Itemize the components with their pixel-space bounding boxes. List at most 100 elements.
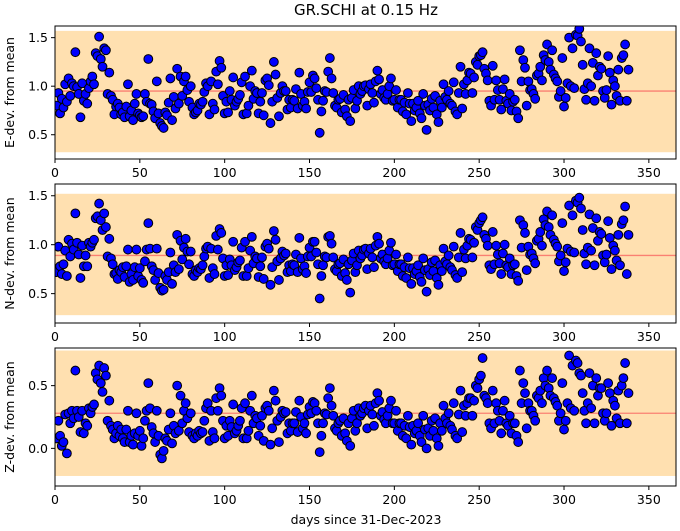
data-point-n [576,203,586,214]
data-point-z [240,398,250,409]
data-point-z [140,415,150,426]
x-tick-label-z: 200 [382,492,406,507]
data-point-n [406,278,417,289]
data-point-z [564,350,575,361]
data-point-e [280,86,291,96]
data-point-n [643,0,652,4]
data-point-n [596,229,607,239]
data-point-e [180,71,191,82]
data-point-z [638,0,647,4]
axes-frame-z [54,347,677,487]
data-point-n [482,240,493,251]
data-point-n [255,261,266,272]
data-point-e [535,61,546,72]
data-point-z [591,373,602,384]
data-point-n [58,259,69,270]
data-point-e [345,116,356,127]
data-point-z [577,388,588,399]
data-point-n [165,247,176,258]
data-point-n [184,259,194,270]
data-point-z [633,0,642,4]
data-point-e [586,81,597,92]
data-point-z [101,370,111,381]
data-point-n [421,286,432,297]
data-point-z [648,0,657,4]
data-point-z [452,433,463,444]
data-point-n [577,225,588,235]
y-tick-label-e: 1.0 [28,79,48,94]
data-point-n [631,0,640,4]
data-point-n [521,265,532,276]
data-point-e [326,73,337,84]
data-point-e [613,64,624,75]
y-tick-label-n: 0.5 [28,286,48,301]
data-point-e [596,63,607,74]
data-point-e [367,88,378,98]
x-tick-label-z: 0 [51,492,59,507]
x-tick-label-z: 250 [467,492,491,507]
data-point-n [627,0,636,4]
data-point-n [301,268,312,278]
data-point-n [265,279,276,290]
data-point-z [448,398,459,409]
data-point-e [268,57,279,67]
data-point-e [644,0,653,4]
data-point-n [367,252,378,263]
data-point-e [318,95,328,106]
data-point-n [509,259,520,270]
data-point-z [634,0,643,4]
data-point-e [386,73,396,84]
data-point-n [209,269,220,279]
data-point-e [270,69,281,80]
data-point-z [610,400,620,411]
data-point-z [547,373,558,384]
data-point-z [316,430,327,441]
data-point-n [646,0,655,4]
data-point-n [626,0,635,4]
data-point-n [180,233,191,244]
data-point-e [443,86,454,96]
data-point-n [246,231,257,242]
data-point-e [294,67,305,78]
data-point-e [324,53,335,63]
data-point-z [212,405,223,416]
data-point-z [324,383,335,394]
data-point-e [314,127,325,138]
data-point-n [223,270,233,280]
data-point-z [467,410,478,421]
data-point-z [589,418,600,429]
x-tick-label-n: 300 [552,329,576,344]
data-point-n [555,250,566,261]
data-point-z [185,408,196,419]
data-point-z [138,433,149,444]
data-point-e [623,64,634,75]
data-point-n [644,0,653,4]
data-point-e [406,116,417,127]
data-point-z [496,428,507,439]
panel-n: 0 50 100 150 200 250 300 350 0.5 1.0 1.5 N-dev. fro… [2,0,677,344]
data-point-z [82,420,93,431]
data-point-e [167,115,177,126]
data-point-z [498,405,508,416]
data-point-e [537,75,547,86]
data-point-e [413,95,424,106]
data-point-z [209,433,220,444]
data-point-n [641,0,650,4]
data-point-z [521,423,532,434]
data-point-z [374,395,384,406]
data-point-e [455,61,466,72]
data-point-z [482,398,493,409]
data-point-n [82,261,93,272]
data-point-n [487,227,498,237]
data-point-z [641,0,650,4]
data-point-n [621,269,632,279]
data-point-z [472,383,483,394]
data-point-e [209,104,220,115]
data-point-n [212,244,223,255]
data-point-z [618,373,629,384]
data-point-e [311,83,322,94]
data-point-z [651,0,660,4]
data-point-e [235,90,245,100]
data-point-n [294,232,305,243]
data-point-e [653,0,662,4]
